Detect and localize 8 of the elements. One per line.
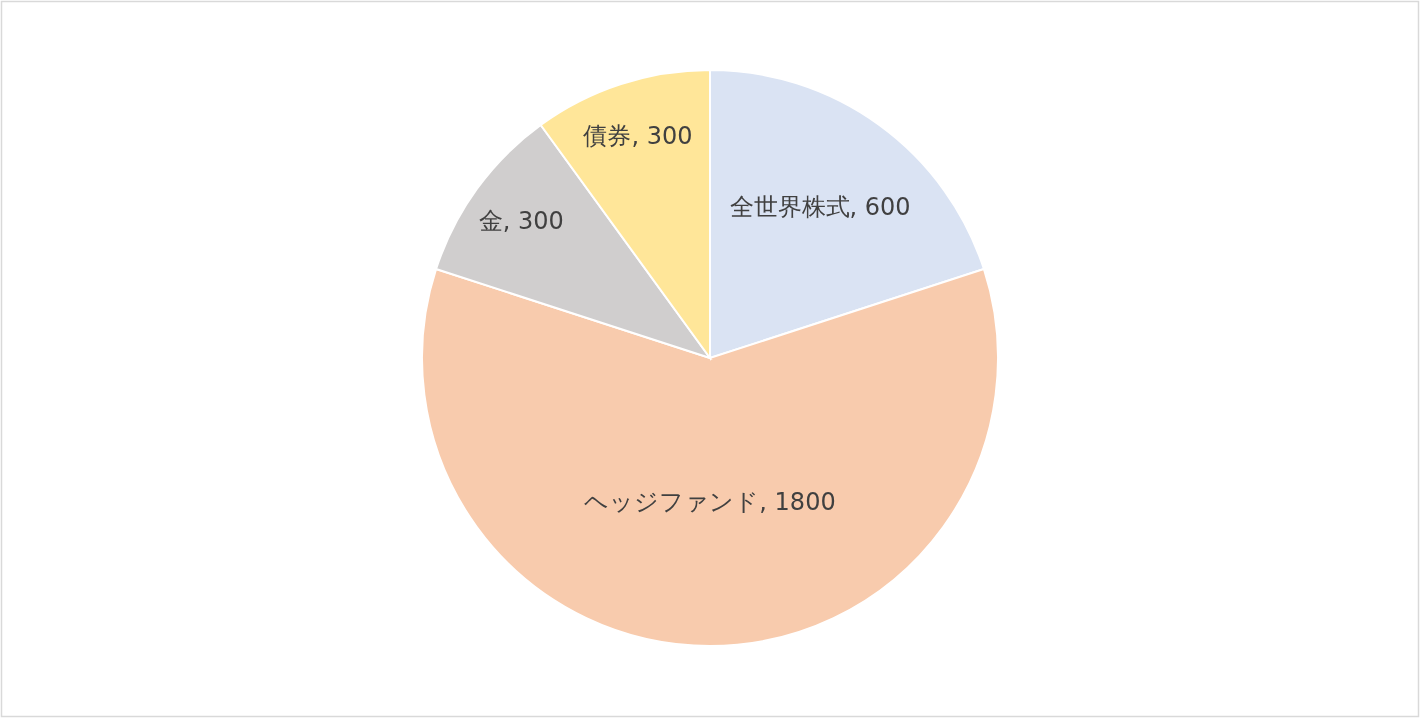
data-label: , 300 bbox=[502, 206, 564, 235]
data-label: , 600 bbox=[849, 192, 911, 221]
slice-label: ヘッジファンド bbox=[584, 488, 760, 516]
slice-label: 全世界株式 bbox=[729, 192, 850, 221]
data-label: , 1800 bbox=[759, 488, 836, 516]
slice-label: 金 bbox=[478, 206, 503, 235]
data-label: , 300 bbox=[631, 122, 693, 151]
slice-label: 債券 bbox=[583, 122, 632, 151]
